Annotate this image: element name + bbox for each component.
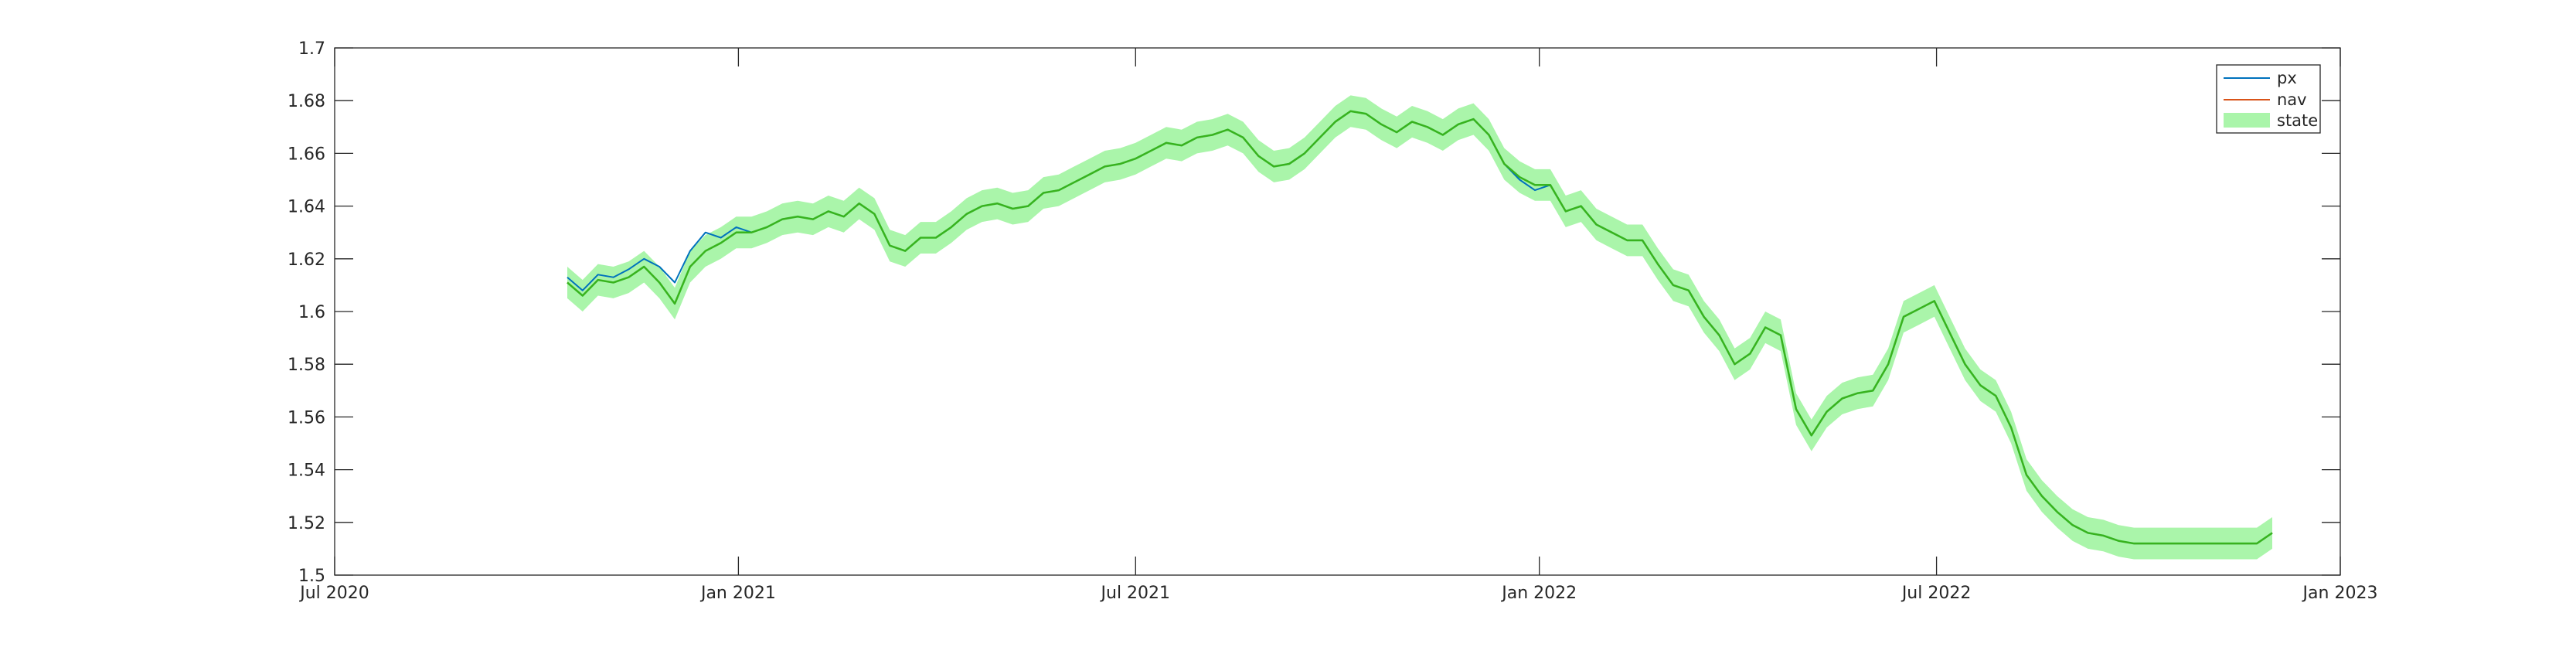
legend-nav-label: nav bbox=[2277, 90, 2307, 109]
series-layer bbox=[567, 110, 2273, 545]
state-band bbox=[567, 95, 2272, 560]
x-tick-label: Jul 2022 bbox=[1901, 584, 1972, 603]
legend: px nav state bbox=[2216, 64, 2321, 134]
y-tick-label: 1.62 bbox=[288, 250, 325, 270]
y-tick-label: 1.52 bbox=[288, 514, 325, 533]
y-tick-label: 1.68 bbox=[288, 92, 325, 111]
y-tick-label: 1.54 bbox=[288, 461, 325, 481]
y-tick-label: 1.7 bbox=[298, 39, 325, 59]
legend-px-label: px bbox=[2277, 69, 2297, 87]
x-tick-label: Jul 2020 bbox=[298, 584, 369, 603]
band-layer bbox=[567, 95, 2272, 560]
x-tick-label: Jan 2021 bbox=[699, 584, 776, 603]
state-line bbox=[567, 110, 2273, 545]
x-tick-label: Jul 2021 bbox=[1100, 584, 1171, 603]
legend-state-label: state bbox=[2277, 111, 2318, 130]
y-tick-label: 1.58 bbox=[288, 356, 325, 375]
y-tick-label: 1.66 bbox=[288, 145, 325, 164]
axis-layer: Jul 2020 Jan 2021 Jul 2021 Jan 2022 Jul 2022… bbox=[288, 39, 2377, 603]
legend-state-swatch bbox=[2224, 113, 2270, 128]
y-tick-label: 1.5 bbox=[298, 567, 325, 586]
x-tick-label: Jan 2023 bbox=[2302, 584, 2378, 603]
y-tick-label: 1.64 bbox=[288, 198, 325, 217]
y-tick-label: 1.56 bbox=[288, 408, 325, 427]
x-tick-label: Jan 2022 bbox=[1500, 584, 1577, 603]
y-tick-label: 1.6 bbox=[298, 303, 325, 322]
